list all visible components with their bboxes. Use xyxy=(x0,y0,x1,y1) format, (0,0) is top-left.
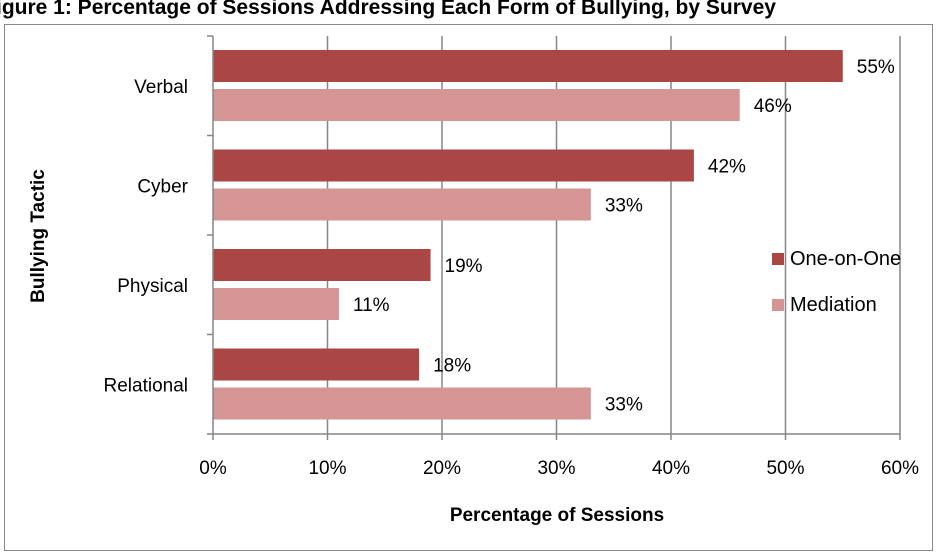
category-label: Verbal xyxy=(134,77,188,98)
bar-mediation xyxy=(213,188,591,221)
bar-one-on-one xyxy=(213,50,843,82)
x-tick-label: 0% xyxy=(199,458,227,479)
x-tick-labels: 0% 10% 20% 30% 40% 50% 60% xyxy=(199,458,919,479)
x-tick-label: 50% xyxy=(766,458,804,479)
x-tick-label: 60% xyxy=(881,458,919,479)
axes xyxy=(207,35,901,440)
x-tick-label: 10% xyxy=(308,458,346,479)
y-axis-title: Bullying Tactic xyxy=(28,169,49,303)
data-label: 46% xyxy=(754,96,792,117)
chart-header-text: igure 1: Percentage of Sessions Addressi… xyxy=(0,0,776,19)
category-label: Relational xyxy=(104,375,189,396)
bar-mediation xyxy=(213,387,591,420)
legend: One-on-One Mediation xyxy=(772,248,901,316)
legend-label: Mediation xyxy=(790,294,877,316)
category-label: Physical xyxy=(117,276,188,297)
x-tick-label: 40% xyxy=(652,458,690,479)
category-labels: Verbal Cyber Physical Relational xyxy=(104,77,189,397)
data-labels: 55% 46% 42% 33% 19% 11% 18% 33% xyxy=(353,57,895,416)
data-label: 11% xyxy=(353,295,390,316)
bar-one-on-one xyxy=(213,149,694,182)
data-label: 33% xyxy=(605,196,643,217)
data-label: 33% xyxy=(605,395,643,416)
legend-swatch xyxy=(772,253,784,265)
category-label: Cyber xyxy=(137,176,188,197)
bars xyxy=(213,50,843,420)
data-label: 55% xyxy=(857,57,895,78)
bar-one-on-one xyxy=(213,348,420,381)
x-tick-label: 20% xyxy=(423,458,461,479)
bar-mediation xyxy=(213,89,740,121)
bar-one-on-one xyxy=(213,249,431,281)
bar-mediation xyxy=(213,288,339,320)
chart-border xyxy=(4,24,933,551)
data-label: 42% xyxy=(708,157,746,178)
legend-swatch xyxy=(772,299,784,311)
data-label: 18% xyxy=(433,356,471,377)
data-label: 19% xyxy=(445,256,483,277)
x-tick-label: 30% xyxy=(537,458,575,479)
legend-label: One-on-One xyxy=(790,248,901,270)
x-axis-title: Percentage of Sessions xyxy=(450,505,664,526)
